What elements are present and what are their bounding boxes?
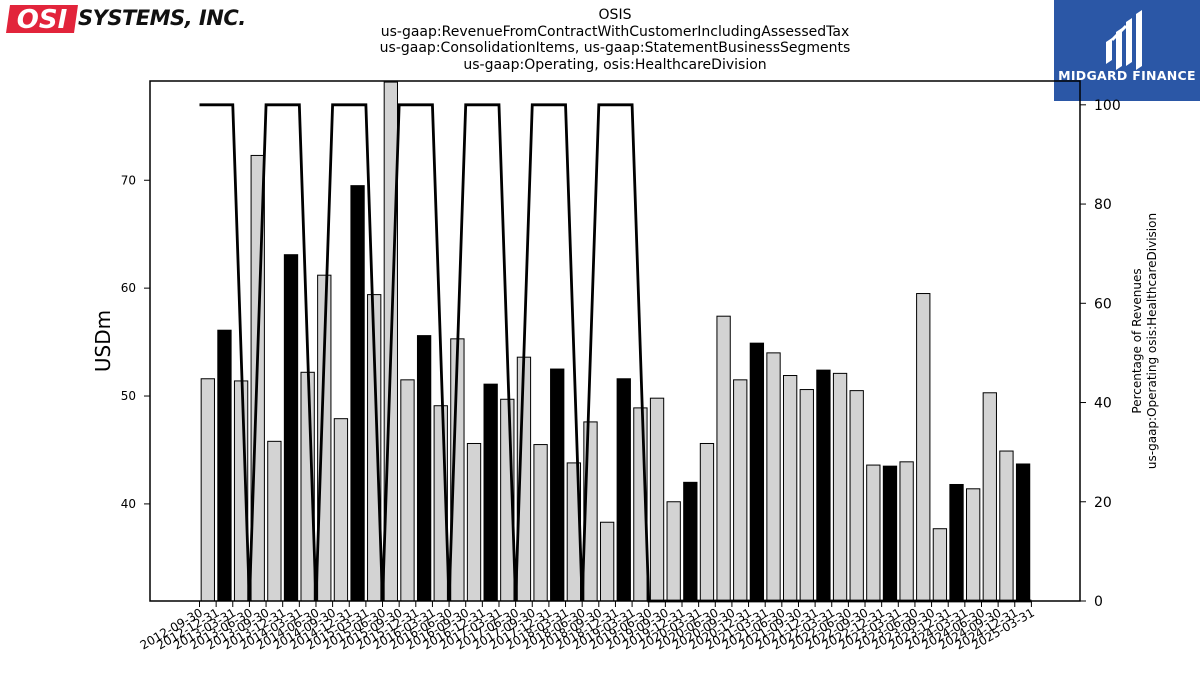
y2-tick-label: 40 — [1094, 396, 1112, 412]
bar — [699, 442, 715, 602]
bar — [766, 352, 781, 602]
bar — [733, 379, 748, 602]
y2-tick-label: 100 — [1094, 98, 1121, 114]
chart-title-line: us-gaap:RevenueFromContractWithCustomerI… — [380, 23, 850, 40]
chart-title-line: us-gaap:Operating, osis:HealthcareDivisi… — [463, 56, 767, 73]
bar — [966, 488, 981, 602]
bar — [350, 185, 365, 602]
bar — [333, 418, 349, 602]
bar — [616, 378, 631, 602]
bar — [200, 378, 215, 602]
company-logo: OSI — [6, 4, 246, 38]
bar — [666, 501, 681, 602]
x-axis: 2012-09-302012-12-312013-03-312013-06-30… — [138, 601, 1037, 652]
y2-axis-label-line: us-gaap:Operating osis:HealthcareDivisio… — [1145, 213, 1159, 469]
y-tick-label: 70 — [121, 173, 136, 187]
bar — [749, 342, 765, 602]
y-tick-label: 60 — [121, 281, 136, 295]
bar — [999, 450, 1014, 602]
y-tick-label: 40 — [121, 497, 136, 511]
y-axis-right: 0 20 40 60 80 100 — [1080, 98, 1121, 610]
bar — [716, 315, 731, 602]
chart-title-line: OSIS — [598, 7, 632, 23]
y2-axis-label-line: Percentage of Revenues — [1130, 268, 1144, 413]
logo-mark-text: OSI — [17, 5, 68, 34]
bar — [832, 372, 848, 602]
bar — [533, 444, 548, 602]
bar — [899, 461, 914, 602]
bar — [649, 397, 665, 602]
bar — [782, 375, 798, 602]
y2-tick-label: 60 — [1094, 296, 1112, 312]
chart-title: OSIS us-gaap:RevenueFromContractWithCust… — [330, 7, 900, 73]
bar — [799, 389, 814, 602]
y2-tick-label: 0 — [1094, 594, 1103, 610]
bar — [982, 392, 997, 602]
bar — [882, 465, 898, 602]
bar — [466, 442, 482, 602]
chart-title-line: us-gaap:ConsolidationItems, us-gaap:Stat… — [379, 40, 851, 56]
y2-tick-label: 80 — [1094, 197, 1112, 213]
midgard-logo-icon — [1106, 10, 1142, 70]
bar — [483, 383, 498, 602]
bar — [683, 481, 698, 602]
bar — [866, 464, 881, 602]
bar — [416, 335, 432, 602]
osi-logo-mark: OSI — [6, 5, 78, 35]
bar — [849, 390, 864, 602]
bar — [816, 369, 831, 602]
bar — [599, 521, 615, 602]
bar — [283, 254, 299, 602]
y2-tick-label: 20 — [1094, 495, 1112, 511]
bar — [932, 528, 948, 602]
bar-series — [200, 81, 1031, 602]
brand-badge: MIDGARD FINANCE — [1054, 0, 1200, 101]
bar — [267, 440, 282, 602]
brand-name: MIDGARD FINANCE — [1058, 68, 1196, 83]
y-tick-label: 50 — [121, 389, 136, 403]
bar — [949, 483, 964, 602]
bar — [400, 379, 415, 602]
bar — [550, 368, 565, 602]
bar — [1015, 463, 1031, 602]
company-logo-text: SYSTEMS, INC. — [78, 6, 246, 30]
y-axis-label: USDm — [91, 310, 115, 372]
bar — [217, 329, 232, 602]
bar — [916, 293, 931, 602]
y-axis-left: 40 50 60 70 — [121, 173, 150, 511]
